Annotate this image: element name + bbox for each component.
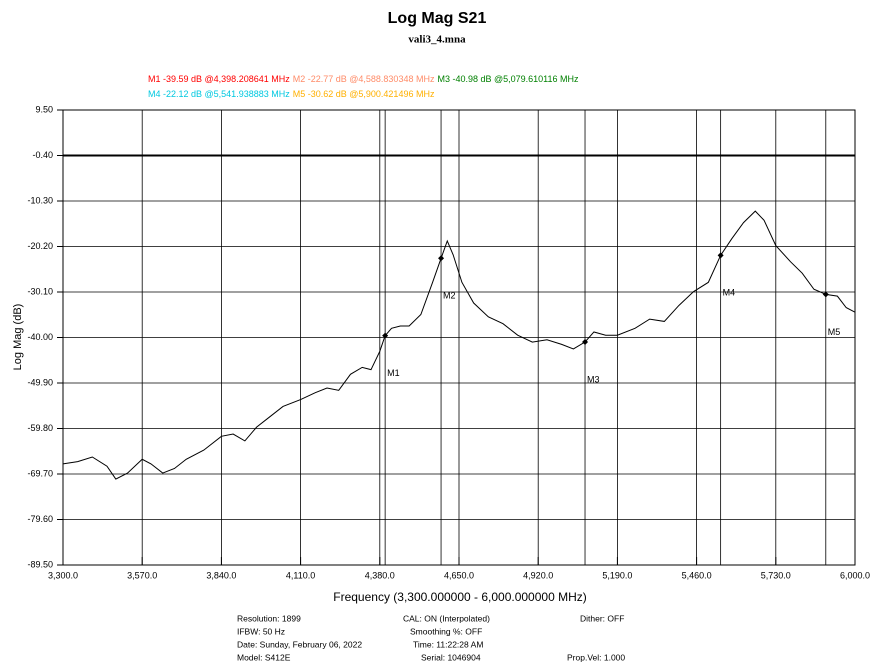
y-tick-label: -10.30	[27, 195, 53, 205]
x-tick-label: 4,380.0	[365, 570, 395, 580]
marker-readout: M1 -39.59 dB @4,398.208641 MHz M2 -22.77 …	[148, 74, 579, 84]
y-tick-label: 9.50	[35, 104, 53, 114]
x-tick-label: 3,300.0	[48, 570, 78, 580]
x-tick-label: 5,190.0	[602, 570, 632, 580]
chart-subtitle: vali3_4.mna	[408, 34, 466, 46]
info-text: Time: 11:22:28 AM	[413, 639, 483, 649]
plot-border	[62, 109, 856, 566]
marker-name: M3	[587, 374, 600, 384]
y-tick-label: -0.40	[32, 150, 53, 160]
marker-readout-item: M5 -30.62 dB @5,900.421496 MHz	[293, 89, 435, 99]
marker-point	[717, 252, 724, 259]
info-text: Prop.Vel: 1.000	[567, 652, 625, 662]
x-tick-label: 5,730.0	[761, 570, 791, 580]
marker-point	[582, 339, 589, 346]
info-text: Model: S412E	[237, 652, 291, 662]
y-tick-label: -89.50	[27, 559, 53, 569]
marker-readout-item: M2 -22.77 dB @4,588.830348 MHz	[293, 74, 435, 84]
x-tick-label: 5,460.0	[682, 570, 712, 580]
x-tick-label: 3,570.0	[127, 570, 157, 580]
x-tick-label: 6,000.0	[840, 570, 870, 580]
marker-readout-item: M1 -39.59 dB @4,398.208641 MHz	[148, 74, 290, 84]
marker-readout-item: M3 -40.98 dB @5,079.610116 MHz	[437, 74, 579, 84]
info-text: IFBW: 50 Hz	[237, 626, 285, 636]
chart-title: Log Mag S21	[388, 10, 487, 27]
x-tick-label: 4,650.0	[444, 570, 474, 580]
x-axis-title: Frequency (3,300.000000 - 6,000.000000 M…	[333, 590, 587, 604]
marker-point	[382, 332, 389, 339]
info-text: CAL: ON (Interpolated)	[403, 613, 490, 623]
info-text: Smoothing %: OFF	[410, 626, 482, 636]
x-tick-label: 3,840.0	[206, 570, 236, 580]
y-tick-label: -59.80	[27, 423, 53, 433]
trace	[62, 210, 856, 480]
y-tick-label: -20.20	[27, 241, 53, 251]
y-tick-label: -79.60	[27, 514, 53, 524]
marker-point	[822, 291, 829, 298]
marker-name: M4	[723, 288, 736, 298]
y-tick-label: -30.10	[27, 286, 53, 296]
marker-readout-item: M4 -22.12 dB @5,541.938883 MHz	[148, 89, 290, 99]
y-axis-title: Log Mag (dB)	[12, 304, 24, 371]
marker-name: M5	[828, 327, 841, 337]
info-text: Dither: OFF	[580, 613, 624, 623]
y-tick-label: -69.70	[27, 468, 53, 478]
marker-name: M1	[387, 368, 400, 378]
y-tick-label: -49.90	[27, 377, 53, 387]
info-text: Serial: 1046904	[421, 652, 481, 662]
info-text: Resolution: 1899	[237, 613, 301, 623]
marker-readout: M4 -22.12 dB @5,541.938883 MHz M5 -30.62 …	[148, 89, 435, 99]
y-tick-label: -40.00	[27, 332, 53, 342]
x-tick-label: 4,110.0	[286, 570, 315, 580]
info-text: Date: Sunday, February 06, 2022	[237, 639, 362, 649]
x-tick-label: 4,920.0	[523, 570, 553, 580]
marker-point	[438, 255, 445, 262]
marker-name: M2	[443, 291, 456, 301]
